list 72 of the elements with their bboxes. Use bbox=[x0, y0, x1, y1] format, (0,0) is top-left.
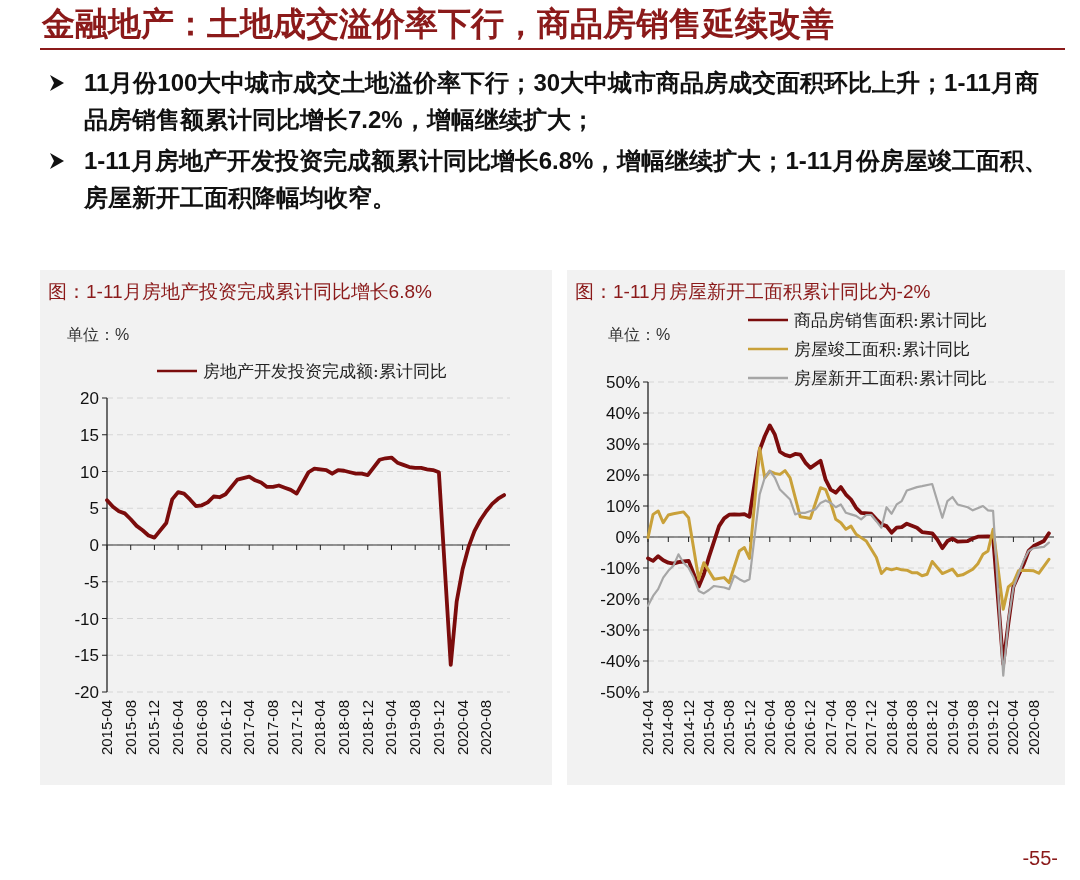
x-tick-label: 2016-08 bbox=[192, 700, 210, 756]
y-tick-label: -20% bbox=[600, 590, 640, 609]
y-tick-label: -40% bbox=[600, 652, 640, 671]
chart-title: 图：1-11月房地产投资完成累计同比增长6.8% bbox=[48, 281, 433, 302]
y-tick-label: 10 bbox=[80, 462, 99, 482]
x-tick-label: 2018-12 bbox=[923, 700, 941, 756]
x-tick-label: 2015-08 bbox=[121, 700, 139, 756]
y-tick-label: -20 bbox=[74, 683, 99, 702]
legend-label: 商品房销售面积:累计同比 bbox=[794, 310, 987, 330]
x-tick-label: 2018-08 bbox=[335, 700, 353, 756]
x-tick-label: 2017-04 bbox=[240, 700, 258, 756]
x-tick-label: 2016-04 bbox=[169, 700, 187, 756]
x-tick-label: 2016-04 bbox=[760, 700, 778, 756]
text: 1-11月房地产开发投资完成额累计同比增长6.8%，增幅继续扩大；1-11月份房屋竣工面积、房屋新开工面积降幅均收窄。 bbox=[84, 146, 1050, 213]
x-tick-label: 2018-04 bbox=[882, 700, 900, 756]
y-tick-label: 20% bbox=[605, 466, 640, 485]
x-tick-label: 2020-08 bbox=[1024, 700, 1042, 756]
y-tick-label: -5 bbox=[83, 572, 99, 592]
legend-label: 房屋新开工面积:累计同比 bbox=[794, 368, 987, 388]
x-tick-label: 2019-12 bbox=[429, 700, 447, 756]
x-tick-label: 2016-12 bbox=[801, 700, 819, 756]
y-tick-label: 30% bbox=[605, 435, 640, 454]
legend-label: 房地产开发投资完成额:累计同比 bbox=[203, 361, 447, 381]
text: 11月份100大中城市成交土地溢价率下行；30大中城市商品房成交面积环比上升；1-11月商品房销售额累计同比增长7.2%，增幅继续扩大； bbox=[84, 68, 1040, 135]
y-tick-label: -10 bbox=[74, 609, 99, 629]
x-tick-label: 2018-08 bbox=[902, 700, 920, 756]
x-tick-label: 2018-12 bbox=[358, 700, 376, 756]
chart-title: 图：1-11月房屋新开工面积累计同比为-2% bbox=[575, 281, 931, 302]
x-tick-label: 2020-08 bbox=[477, 700, 495, 756]
x-tick-label: 2020-04 bbox=[453, 700, 471, 756]
text: -55- bbox=[1022, 847, 1058, 870]
y-tick-label: 50% bbox=[605, 373, 640, 392]
x-tick-label: 2017-04 bbox=[821, 700, 839, 756]
x-tick-label: 2017-12 bbox=[287, 700, 305, 756]
y-axis-title: 单位：% bbox=[608, 326, 671, 343]
x-tick-label: 2016-12 bbox=[216, 700, 234, 756]
x-tick-label: 2018-04 bbox=[311, 700, 329, 756]
x-tick-label: 2017-08 bbox=[263, 700, 281, 756]
y-tick-label: -10% bbox=[600, 559, 640, 578]
x-tick-label: 2015-12 bbox=[145, 700, 163, 756]
y-tick-label: 15 bbox=[80, 425, 99, 445]
y-tick-label: 0% bbox=[615, 528, 640, 547]
y-tick-label: 10% bbox=[605, 497, 640, 516]
x-tick-label: 2017-08 bbox=[842, 700, 859, 756]
x-tick-label: 2019-04 bbox=[382, 700, 400, 756]
x-tick-label: 2020-04 bbox=[1004, 700, 1022, 756]
x-tick-label: 2014-12 bbox=[679, 700, 697, 756]
x-tick-label: 2019-08 bbox=[963, 700, 981, 756]
x-tick-label: 2017-12 bbox=[862, 700, 880, 756]
x-tick-label: 2019-12 bbox=[984, 700, 1002, 756]
x-tick-label: 2019-08 bbox=[406, 700, 424, 756]
y-tick-label: -15 bbox=[74, 646, 99, 666]
line-series bbox=[105, 455, 506, 667]
y-tick-label: 20 bbox=[80, 389, 99, 408]
x-tick-label: 2015-04 bbox=[699, 700, 717, 756]
y-tick-label: -50% bbox=[600, 683, 640, 702]
x-tick-label: 2014-08 bbox=[659, 700, 677, 756]
x-tick-label: 2015-08 bbox=[720, 700, 738, 756]
x-tick-label: 2015-12 bbox=[740, 700, 758, 756]
x-tick-label: 2016-08 bbox=[781, 700, 799, 756]
legend-label: 房屋竣工面积:累计同比 bbox=[794, 339, 970, 359]
text: 金融地产：土地成交溢价率下行，商品房销售延续改善 bbox=[42, 3, 835, 45]
x-tick-label: 2014-04 bbox=[639, 700, 656, 756]
y-tick-label: -30% bbox=[600, 621, 640, 640]
x-tick-label: 2015-04 bbox=[98, 700, 115, 756]
line-series bbox=[646, 469, 1051, 677]
y-tick-label: 40% bbox=[605, 404, 640, 423]
y-tick-label: 5 bbox=[89, 499, 99, 519]
y-axis-title: 单位：% bbox=[67, 326, 130, 343]
y-tick-label: 0 bbox=[89, 536, 99, 555]
x-tick-label: 2019-04 bbox=[943, 700, 961, 756]
line-series bbox=[646, 446, 1051, 611]
